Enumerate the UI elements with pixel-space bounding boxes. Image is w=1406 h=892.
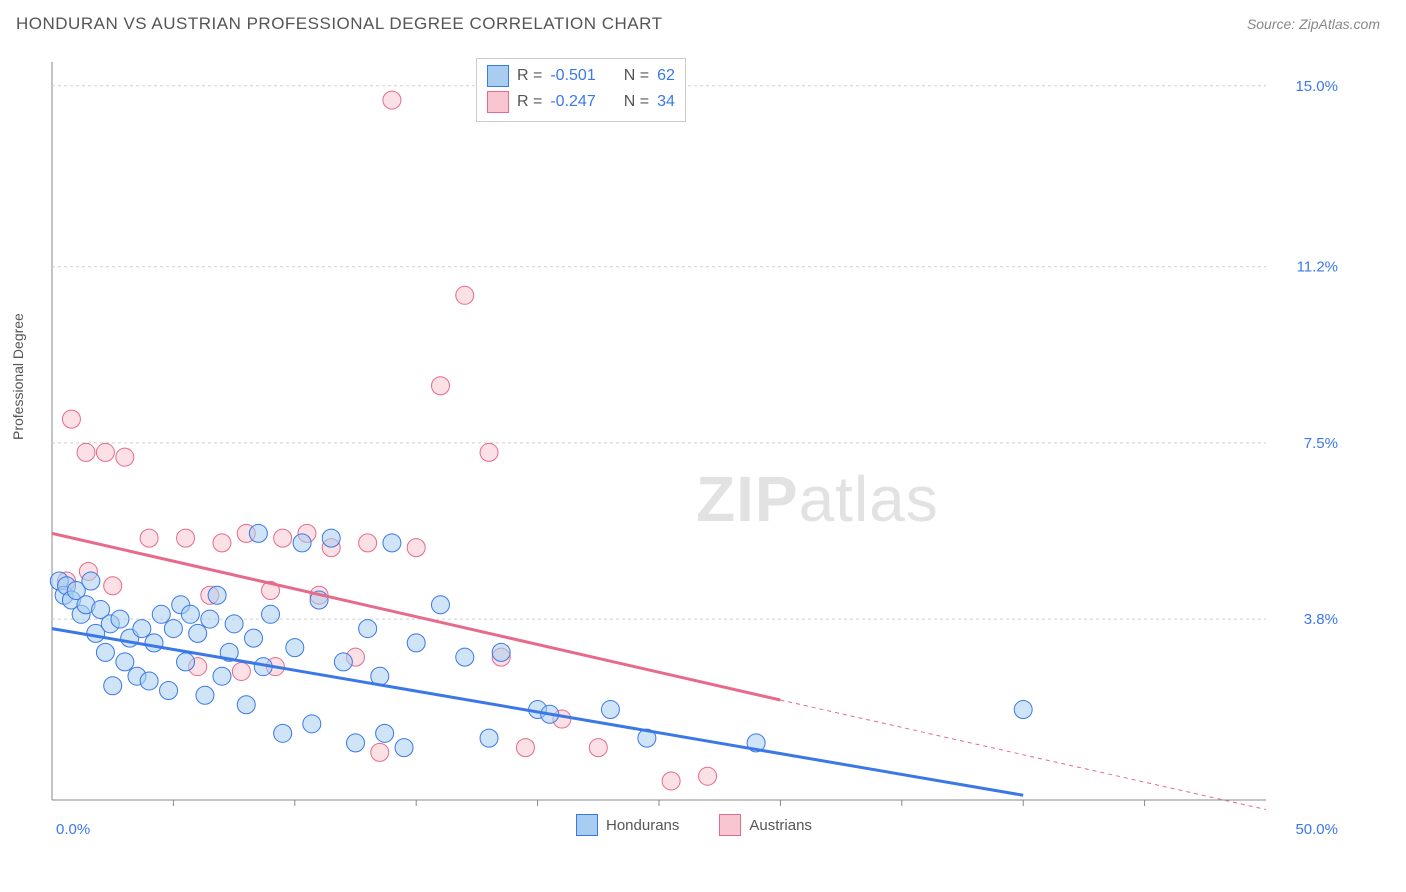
svg-text:7.5%: 7.5% xyxy=(1304,435,1338,452)
scatter-plot: ZIPatlas 3.8% 7.5% 11.2% 15.0% 0.0% 50.0% R =… xyxy=(46,52,1346,840)
swatch-blue xyxy=(487,65,509,87)
r-label-1: R = xyxy=(517,67,542,85)
r-value-1: -0.501 xyxy=(550,67,595,85)
legend-swatch-hondurans xyxy=(576,814,598,836)
svg-text:3.8%: 3.8% xyxy=(1304,611,1338,628)
watermark: ZIPatlas xyxy=(696,462,939,536)
r-label-2: R = xyxy=(517,93,542,111)
legend-label-austrians: Austrians xyxy=(749,817,812,834)
r-value-2: -0.247 xyxy=(550,93,595,111)
y-axis-label: Professional Degree xyxy=(10,313,26,440)
bottom-legend: Hondurans Austrians xyxy=(576,814,812,836)
n-value-2: 34 xyxy=(657,93,675,111)
source-label: Source: ZipAtlas.com xyxy=(1247,16,1380,32)
plot-svg: 3.8% 7.5% 11.2% 15.0% 0.0% 50.0% xyxy=(46,52,1346,840)
n-value-1: 62 xyxy=(657,67,675,85)
n-label-1: N = xyxy=(624,67,649,85)
swatch-pink xyxy=(487,91,509,113)
legend-swatch-austrians xyxy=(719,814,741,836)
svg-text:15.0%: 15.0% xyxy=(1295,78,1338,95)
stats-legend: R = -0.501 N = 62 R = -0.247 N = 34 xyxy=(476,58,686,122)
n-label-2: N = xyxy=(624,93,649,111)
svg-text:11.2%: 11.2% xyxy=(1297,259,1338,276)
chart-title: HONDURAN VS AUSTRIAN PROFESSIONAL DEGREE… xyxy=(16,14,662,34)
svg-text:0.0%: 0.0% xyxy=(56,821,90,838)
legend-label-hondurans: Hondurans xyxy=(606,817,679,834)
svg-text:50.0%: 50.0% xyxy=(1295,821,1338,838)
